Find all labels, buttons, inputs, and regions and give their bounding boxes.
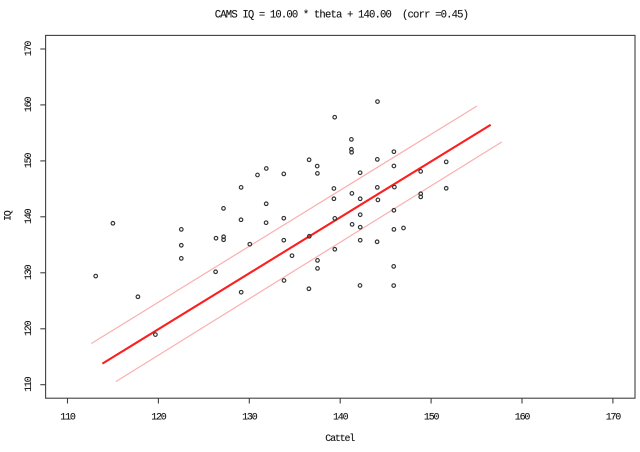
svg-text:140: 140 (24, 208, 35, 224)
svg-text:160: 160 (24, 97, 35, 113)
svg-text:130: 130 (242, 412, 258, 423)
svg-text:140: 140 (333, 412, 349, 423)
svg-text:120: 120 (24, 320, 35, 336)
svg-text:CAMS IQ = 10.00 * theta + 140.: CAMS IQ = 10.00 * theta + 140.00 (corr =… (215, 10, 468, 22)
svg-text:110: 110 (60, 412, 76, 423)
svg-text:130: 130 (24, 264, 35, 280)
svg-text:170: 170 (606, 412, 622, 423)
svg-text:150: 150 (24, 153, 35, 169)
svg-text:IQ: IQ (4, 210, 15, 221)
svg-text:160: 160 (515, 412, 531, 423)
svg-text:110: 110 (24, 376, 35, 392)
svg-text:120: 120 (151, 412, 167, 423)
svg-text:Cattel: Cattel (325, 433, 355, 445)
svg-text:150: 150 (424, 412, 440, 423)
svg-text:170: 170 (24, 41, 35, 57)
